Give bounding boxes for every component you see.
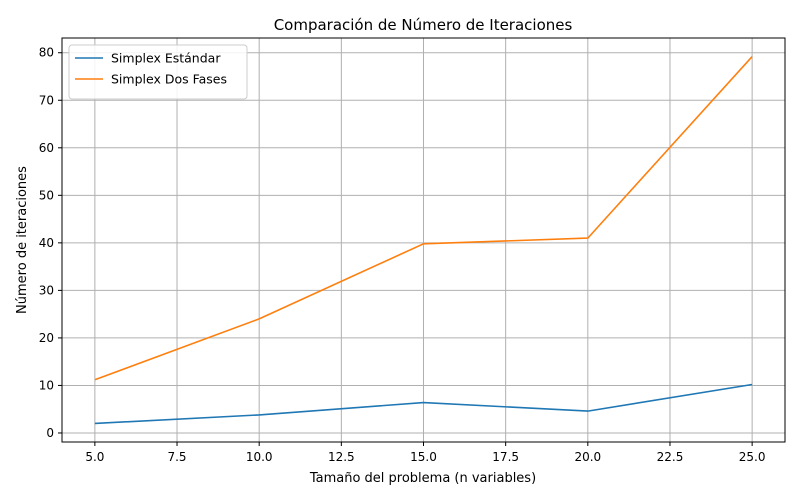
y-tick-label: 30 xyxy=(39,283,54,297)
x-tick-label: 20.0 xyxy=(574,450,601,464)
x-tick-label: 17.5 xyxy=(492,450,519,464)
x-tick-label: 12.5 xyxy=(328,450,355,464)
legend: Simplex Estándar Simplex Dos Fases xyxy=(68,44,248,100)
series-line-2 xyxy=(94,56,753,381)
x-tick-label: 10.0 xyxy=(246,450,273,464)
y-tick-label: 80 xyxy=(39,46,54,60)
y-tick-label: 20 xyxy=(39,331,54,345)
x-tick-label: 25.0 xyxy=(739,450,766,464)
legend-label: Simplex Estándar xyxy=(111,51,221,66)
x-tick-label: 5.0 xyxy=(85,450,104,464)
legend-box xyxy=(68,44,248,100)
x-tick-label: 7.5 xyxy=(167,450,186,464)
x-tick-label: 22.5 xyxy=(657,450,684,464)
x-tick-label: 15.0 xyxy=(410,450,437,464)
axis-ticks: 5.0 7.5 10.0 12.5 15.0 17.5 20.0 22.5 25.0 0 10 20 3… xyxy=(39,46,766,464)
y-tick-label: 50 xyxy=(39,188,54,202)
legend-label: Simplex Dos Fases xyxy=(111,72,227,87)
y-tick-label: 60 xyxy=(39,141,54,155)
series-line-1 xyxy=(94,383,753,425)
y-tick-label: 70 xyxy=(39,93,54,107)
series-lines xyxy=(94,56,753,425)
x-axis-label: Tamaño del problema (n variables) xyxy=(309,471,536,486)
grid xyxy=(62,38,785,442)
y-tick-label: 0 xyxy=(46,426,54,440)
y-axis-label: Número de iteraciones xyxy=(15,166,30,314)
chart-title: Comparación de Número de Iteraciones xyxy=(274,16,573,34)
y-tick-label: 40 xyxy=(39,236,54,250)
y-tick-label: 10 xyxy=(39,378,54,392)
